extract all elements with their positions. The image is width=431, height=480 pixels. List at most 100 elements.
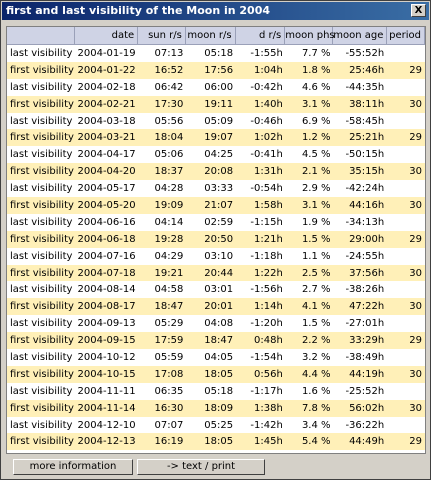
cell-moon-age: -38:49h: [345, 352, 385, 364]
cell-d-rs: 1:38h: [254, 402, 283, 414]
more-information-button[interactable]: more information: [13, 459, 133, 475]
table-row[interactable]: last visibility 2004-04-17 05:06 04:25 -0:41…: [7, 146, 425, 164]
cell-sun-rs: 17:30: [154, 98, 184, 110]
cell-moon-rs: 18:09: [204, 402, 234, 414]
cell-period: 29: [409, 335, 422, 347]
cell-moon-rs: 05:18: [204, 48, 234, 59]
column-header-sun-rs[interactable]: sun r/s: [138, 27, 186, 44]
cell-date: 2004-07-18: [77, 267, 136, 279]
cell-sun-rs: 07:13: [154, 48, 184, 59]
cell-moon-phs: 7.8 %: [301, 402, 331, 414]
table-row[interactable]: first visibility 2004-05-20 19:09 21:07 1:58…: [7, 197, 425, 214]
cell-label: first visibility: [10, 200, 74, 212]
cell-sun-rs: 18:04: [154, 132, 184, 144]
column-header-moon-rs[interactable]: moon r/s: [186, 27, 236, 44]
cell-moon-age: 44:19h: [349, 368, 385, 380]
cell-moon-rs: 05:18: [204, 385, 234, 397]
cell-d-rs: -0:42h: [250, 81, 283, 93]
table-row[interactable]: first visibility 2004-09-15 17:59 18:47 0:48…: [7, 332, 425, 350]
cell-date: 2004-02-18: [77, 81, 136, 93]
cell-sun-rs: 05:29: [154, 318, 184, 330]
cell-moon-phs: 7.7 %: [301, 48, 331, 59]
cell-moon-age: 56:02h: [349, 402, 385, 414]
table-row[interactable]: last visibility 2004-01-19 07:13 05:18 -1:55…: [7, 45, 425, 62]
cell-period: 30: [409, 402, 422, 414]
table-row[interactable]: first visibility 2004-07-18 19:21 20:44 1:22…: [7, 264, 425, 282]
table-row[interactable]: last visibility 2004-02-18 06:42 06:00 -0:42…: [7, 78, 425, 96]
table-row[interactable]: first visibility 2004-04-20 18:37 20:08 1:31…: [7, 163, 425, 181]
cell-sun-rs: 06:35: [154, 385, 184, 397]
cell-moon-age: -58:45h: [345, 115, 385, 127]
column-header-label[interactable]: [7, 27, 75, 44]
table-row[interactable]: first visibility 2004-03-21 18:04 19:07 1:02…: [7, 129, 425, 147]
cell-period: [387, 315, 425, 332]
text-print-button[interactable]: -> text / print: [137, 459, 265, 475]
cell-moon-age: 35:15h: [349, 166, 385, 178]
table-row[interactable]: last visibility 2004-12-10 07:07 05:25 -1:42…: [7, 416, 425, 434]
table-row[interactable]: first visibility 2004-10-15 17:08 18:05 0:56…: [7, 365, 425, 383]
cell-sun-rs: 04:28: [154, 183, 184, 195]
cell-moon-rs: 18:05: [204, 368, 234, 380]
column-header-period[interactable]: period: [387, 27, 425, 44]
cell-moon-rs: 03:01: [204, 284, 234, 296]
cell-d-rs: -1:54h: [250, 352, 283, 364]
cell-moon-phs: 3.1 %: [301, 98, 331, 110]
column-header-moon-age[interactable]: moon age: [333, 27, 388, 44]
cell-moon-age: 38:11h: [349, 98, 385, 110]
table-row[interactable]: last visibility 2004-10-12 05:59 04:05 -1:54…: [7, 349, 425, 366]
cell-moon-phs: 4.5 %: [301, 149, 331, 161]
cell-moon-rs: 06:00: [204, 81, 234, 93]
cell-d-rs: -0:46h: [250, 115, 283, 127]
cell-moon-age: -25:52h: [345, 385, 385, 397]
cell-d-rs: 1:22h: [254, 267, 283, 279]
table-row[interactable]: last visibility 2004-03-18 05:56 05:09 -0:46…: [7, 112, 425, 130]
cell-d-rs: -1:55h: [250, 48, 283, 59]
cell-moon-rs: 05:09: [204, 115, 234, 127]
cell-sun-rs: 19:21: [154, 267, 184, 279]
cell-moon-phs: 3.4 %: [301, 419, 331, 431]
cell-moon-age: 37:56h: [349, 267, 385, 279]
cell-moon-rs: 04:08: [204, 318, 234, 330]
cell-date: 2004-03-18: [77, 115, 136, 127]
cell-label: first visibility: [10, 98, 74, 110]
table-row[interactable]: first visibility 2004-06-18 19:28 20:50 1:21…: [7, 230, 425, 248]
close-button[interactable]: X: [411, 4, 426, 17]
cell-date: 2004-04-20: [77, 166, 136, 178]
cell-sun-rs: 18:47: [154, 301, 184, 313]
table-row[interactable]: last visibility 2004-09-13 05:29 04:08 -1:20…: [7, 315, 425, 333]
cell-label: first visibility: [10, 166, 74, 178]
table-row[interactable]: first visibility 2004-11-14 16:30 18:09 1:38…: [7, 399, 425, 417]
table-row[interactable]: last visibility 2004-05-17 04:28 03:33 -0:54…: [7, 180, 425, 198]
table-row[interactable]: first visibility 2004-12-13 16:19 18:05 1:45…: [7, 433, 425, 451]
table-row[interactable]: first visibility 2004-01-22 16:52 17:56 1:04…: [7, 61, 425, 79]
cell-period: [387, 349, 425, 366]
cell-label: first visibility: [10, 301, 74, 313]
cell-moon-rs: 04:25: [204, 149, 234, 161]
table-row[interactable]: first visibility 2004-08-17 18:47 20:01 1:14…: [7, 298, 425, 316]
cell-moon-age: -36:22h: [345, 419, 385, 431]
cell-period: 30: [409, 98, 422, 110]
cell-period: [387, 45, 425, 62]
column-header-d-rs[interactable]: d r/s: [236, 27, 286, 44]
cell-moon-age: 44:49h: [349, 436, 385, 448]
column-header-date[interactable]: date: [75, 27, 139, 44]
table-row[interactable]: last visibility 2004-07-16 04:29 03:10 -1:18…: [7, 247, 425, 265]
cell-moon-age: 47:22h: [349, 301, 385, 313]
cell-d-rs: -1:42h: [250, 419, 283, 431]
cell-date: 2004-02-21: [77, 98, 136, 110]
table-row[interactable]: last visibility 2004-08-14 04:58 03:01 -1:56…: [7, 281, 425, 299]
cell-date: 2004-07-16: [77, 250, 136, 262]
table-row[interactable]: first visibility 2004-02-21 17:30 19:11 1:40…: [7, 95, 425, 113]
column-header-moon-phs[interactable]: moon phs: [285, 27, 335, 44]
cell-label: first visibility: [10, 436, 74, 448]
cell-moon-age: -34:13h: [345, 216, 385, 228]
cell-sun-rs: 05:06: [154, 149, 184, 161]
cell-period: 29: [409, 132, 422, 144]
cell-sun-rs: 19:09: [154, 200, 184, 212]
table-row[interactable]: last visibility 2004-06-16 04:14 02:59 -1:15…: [7, 213, 425, 231]
cell-period: [387, 180, 425, 197]
cell-label: last visibility: [10, 48, 73, 59]
table-row[interactable]: last visibility 2004-11-11 06:35 05:18 -1:17…: [7, 382, 425, 400]
cell-date: 2004-08-17: [77, 301, 136, 313]
cell-moon-rs: 18:47: [204, 335, 234, 347]
